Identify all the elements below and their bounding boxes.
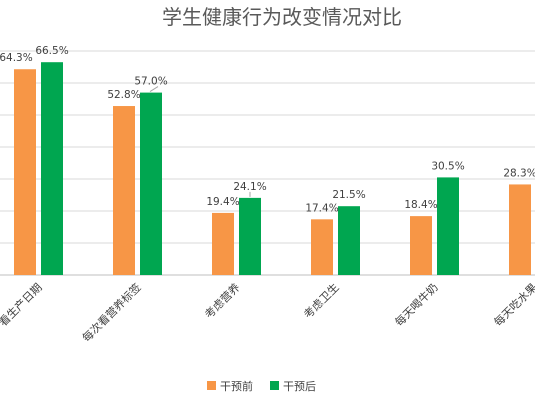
legend-label-before: 干预前 — [220, 379, 253, 393]
data-label: 57.0% — [134, 76, 167, 88]
data-label: 64.3% — [0, 52, 33, 64]
bars — [14, 62, 531, 276]
data-label: 18.4% — [404, 199, 437, 211]
bar-before — [212, 212, 234, 275]
chart-title: 学生健康行为改变情况对比 — [162, 5, 402, 29]
data-label: 17.4% — [305, 202, 338, 214]
data-label: 52.8% — [107, 89, 140, 101]
bar-before — [113, 106, 135, 275]
gridlines — [0, 50, 535, 276]
bar-before — [410, 216, 432, 275]
label-leader — [149, 86, 159, 93]
data-label: 24.1% — [233, 181, 266, 193]
bar-before — [509, 184, 531, 275]
legend-label-after: 干预后 — [283, 380, 316, 393]
legend: 干预前 干预后 — [207, 379, 316, 393]
data-label: 21.5% — [332, 189, 365, 201]
legend-swatch-before — [207, 381, 216, 390]
data-label: 66.5% — [35, 45, 68, 57]
category-label: 考虑卫生 — [301, 280, 342, 321]
category-label: 考虑营养 — [202, 280, 243, 321]
data-label: 28.3% — [503, 167, 535, 179]
bar-after — [41, 62, 63, 276]
bar-after — [437, 177, 459, 275]
data-labels: 64.3%66.5% 52.8%57.0% 19.4% 24.1% 17.4%21.5%… — [0, 45, 535, 214]
bar-after — [338, 206, 360, 275]
bar-before — [311, 219, 333, 275]
category-label: 看生产日期 — [0, 280, 45, 329]
category-label: 每次看营养标签 — [79, 280, 143, 344]
legend-swatch-after — [270, 381, 279, 390]
bar-after — [239, 197, 261, 275]
category-label: 每天喝牛奶 — [392, 280, 441, 329]
category-label: 每天吃水果 — [491, 280, 535, 329]
bar-before — [14, 69, 36, 276]
data-label: 19.4% — [206, 196, 239, 208]
bar-after — [140, 92, 162, 275]
data-label: 30.5% — [431, 160, 464, 172]
category-labels: 看生产日期 每次看营养标签 考虑营养 考虑卫生 每天喝牛奶 每天吃水果 — [0, 280, 535, 344]
